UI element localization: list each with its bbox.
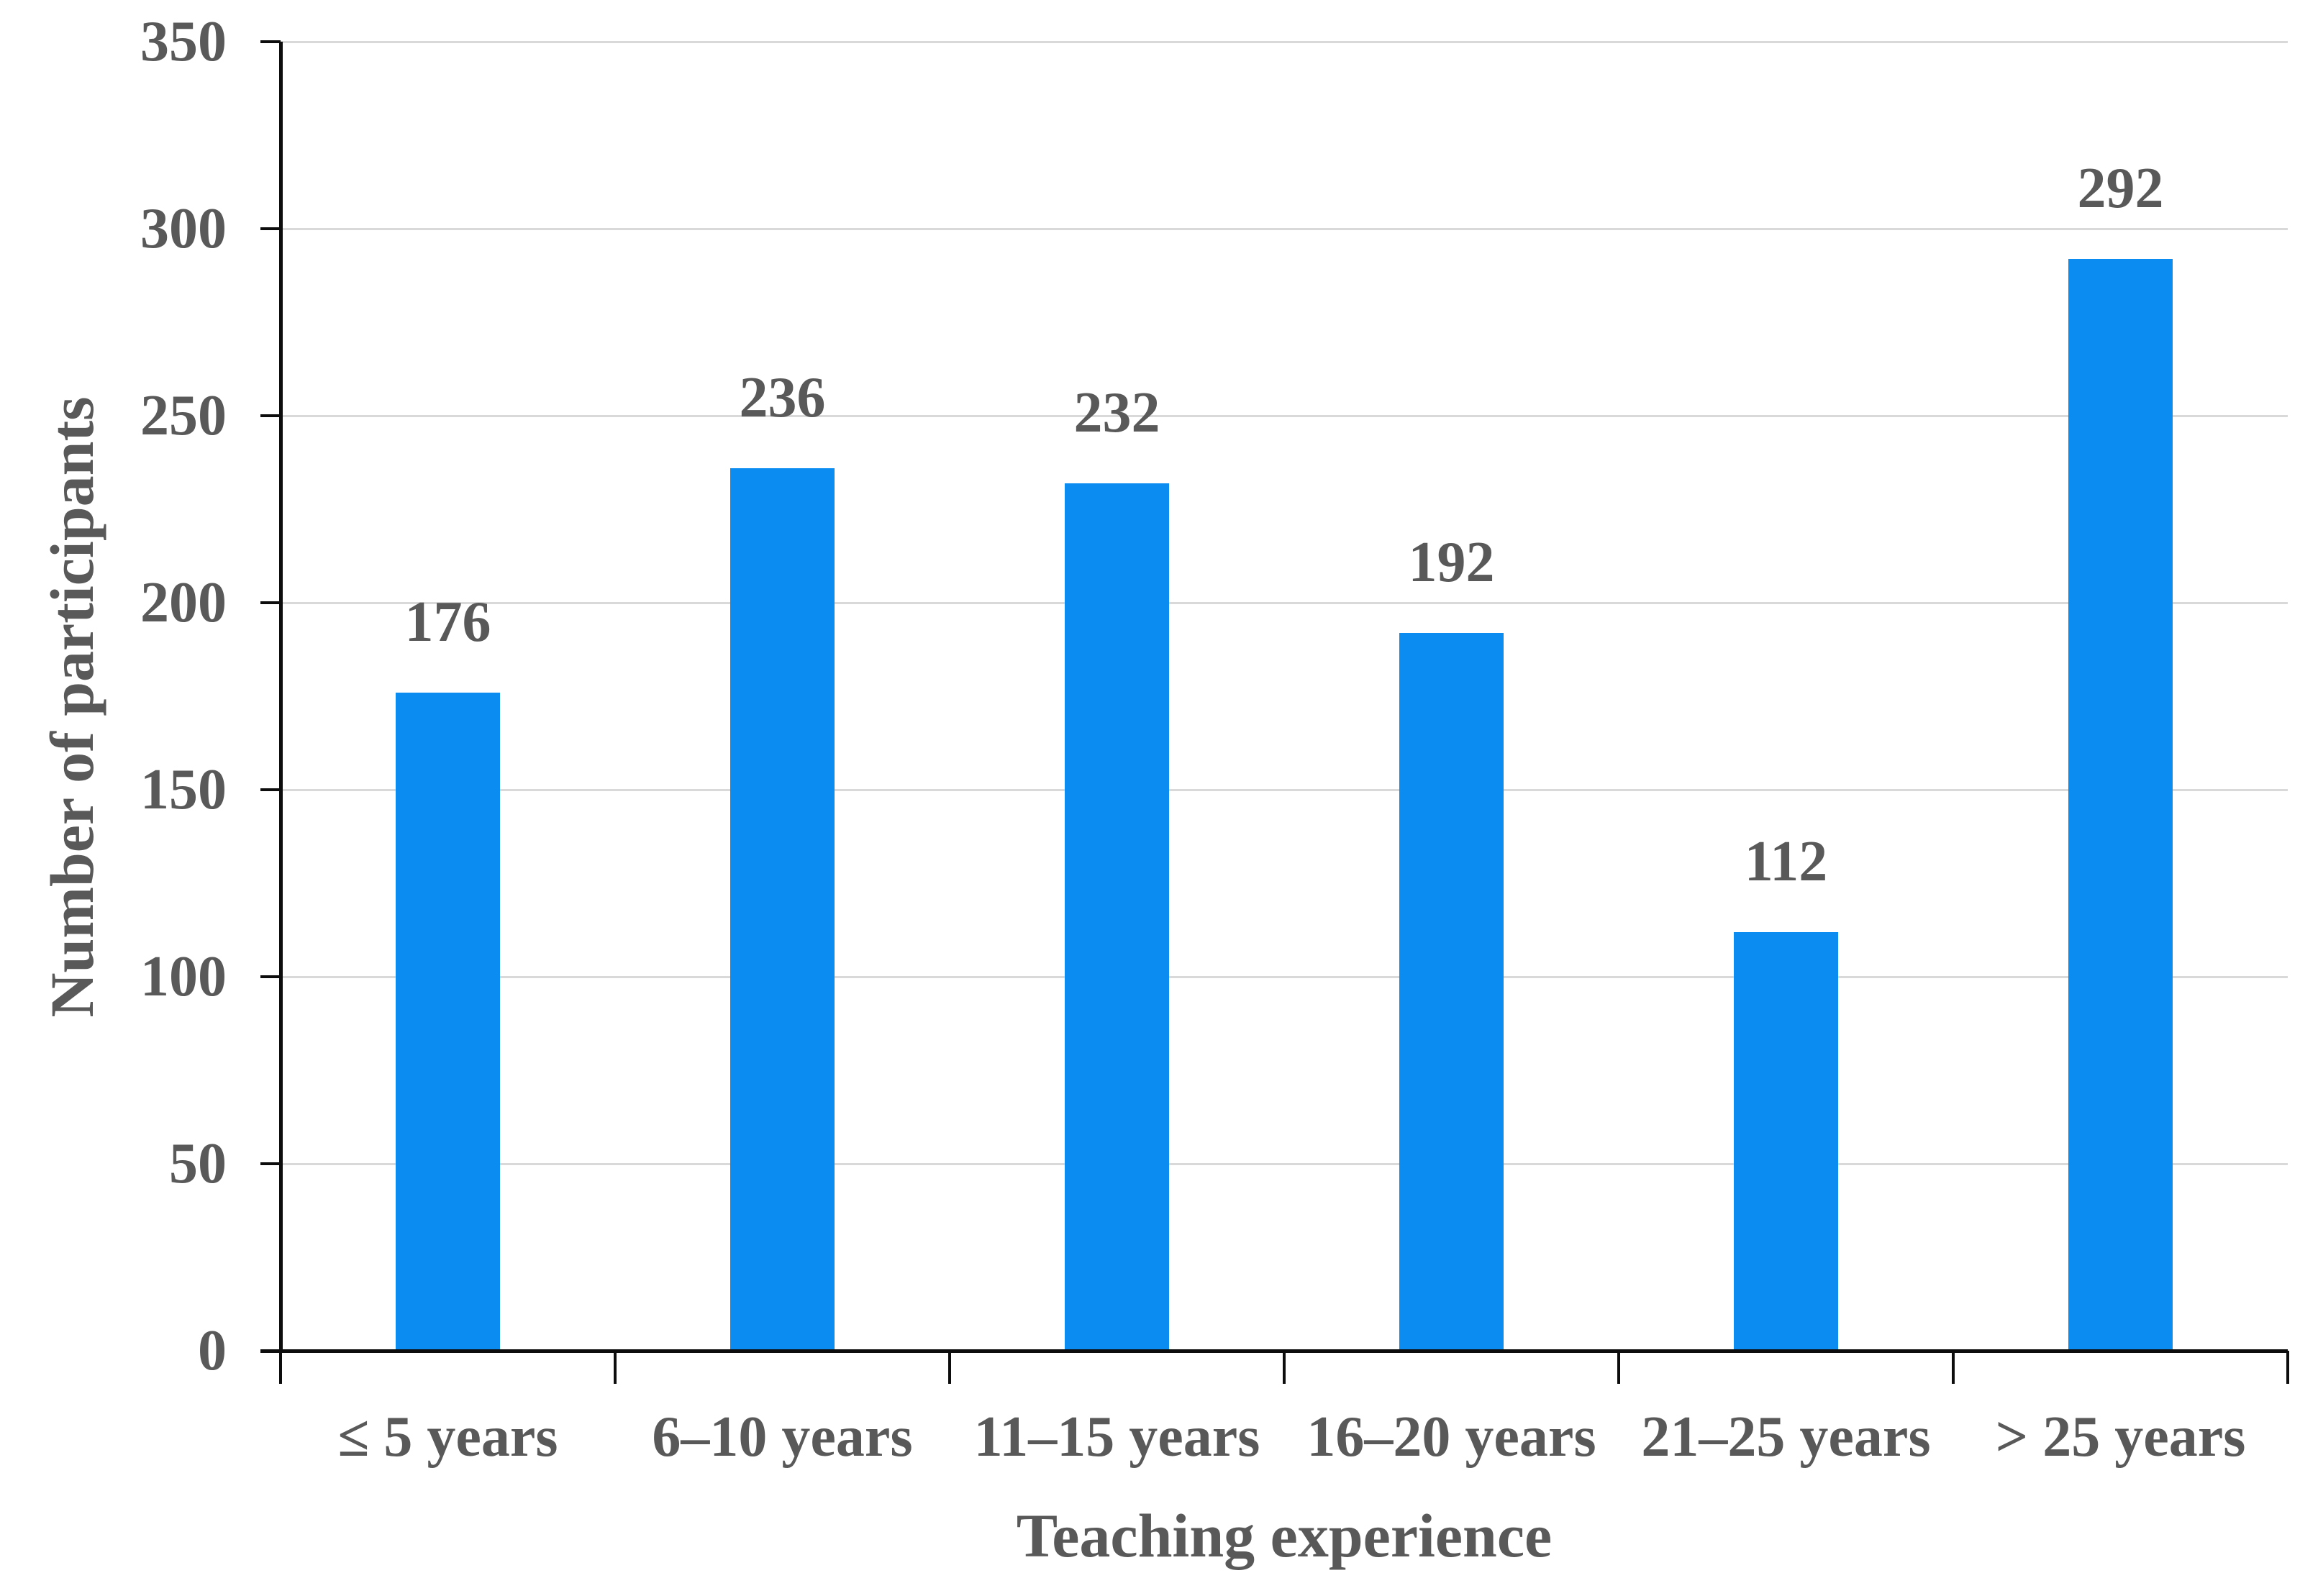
- y-tick: [260, 227, 281, 230]
- x-axis-title: Teaching experience: [1016, 1501, 1553, 1570]
- bar-value-label: 232: [1073, 380, 1160, 444]
- y-tick: [260, 975, 281, 978]
- y-tick-label: 200: [140, 571, 227, 634]
- x-tick: [2286, 1351, 2289, 1384]
- y-tick: [260, 414, 281, 417]
- bar: [396, 692, 500, 1351]
- bar: [1065, 483, 1169, 1351]
- x-tick: [948, 1351, 951, 1384]
- x-tick-label: > 25 years: [1995, 1405, 2246, 1469]
- x-axis-line: [260, 1349, 2288, 1353]
- y-tick-label: 350: [140, 10, 227, 73]
- y-tick: [260, 601, 281, 604]
- y-tick: [260, 1162, 281, 1165]
- y-tick: [260, 40, 281, 43]
- bar-value-label: 176: [404, 590, 491, 654]
- y-tick-label: 0: [198, 1319, 227, 1382]
- gridline: [281, 1162, 2288, 1165]
- x-tick-label: 6–10 years: [652, 1405, 913, 1469]
- x-tick: [279, 1351, 282, 1384]
- x-tick: [1617, 1351, 1620, 1384]
- y-tick: [260, 788, 281, 791]
- y-tick-label: 100: [140, 945, 227, 1008]
- gridline: [281, 227, 2288, 230]
- bar-value-label: 292: [2077, 156, 2164, 220]
- x-tick-label: 16–20 years: [1306, 1405, 1596, 1469]
- x-tick: [1952, 1351, 1955, 1384]
- y-tick-label: 50: [169, 1132, 227, 1195]
- y-tick-label: 150: [140, 758, 227, 821]
- bar-value-label: 236: [739, 365, 826, 429]
- bar: [2068, 258, 2173, 1351]
- gridline: [281, 975, 2288, 978]
- x-tick: [614, 1351, 617, 1384]
- bar: [730, 468, 835, 1351]
- gridline: [281, 788, 2288, 791]
- bar-value-label: 112: [1744, 829, 1828, 893]
- gridline: [281, 601, 2288, 604]
- x-tick-label: ≤ 5 years: [337, 1405, 558, 1469]
- y-axis-line: [279, 42, 283, 1351]
- bar: [1734, 931, 1838, 1351]
- bar-value-label: 192: [1408, 530, 1495, 594]
- gridline: [281, 414, 2288, 417]
- x-tick-label: 21–25 years: [1641, 1405, 1931, 1469]
- gridline: [281, 40, 2288, 43]
- y-tick-label: 300: [140, 197, 227, 260]
- x-tick-label: 11–15 years: [973, 1405, 1260, 1469]
- x-tick: [1283, 1351, 1286, 1384]
- y-tick-label: 250: [140, 384, 227, 447]
- bar: [1399, 632, 1504, 1351]
